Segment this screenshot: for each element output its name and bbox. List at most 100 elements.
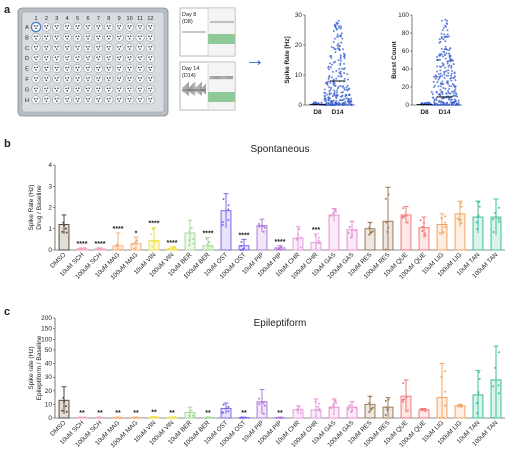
data-point <box>63 400 66 403</box>
plate-well <box>73 43 83 53</box>
electrode-dot <box>98 45 101 48</box>
panel-label-b: b <box>4 138 11 150</box>
y-tick-label: 100 <box>398 12 409 19</box>
data-point <box>444 18 447 21</box>
significance-label: **** <box>239 232 250 239</box>
y-tick-label: 200 <box>41 315 52 322</box>
data-point <box>170 416 173 419</box>
data-point <box>263 226 266 229</box>
data-point <box>102 248 105 251</box>
electrode-dot <box>150 35 153 37</box>
y-axis-label: Burst Count <box>391 40 398 78</box>
electrode-dot <box>67 66 70 69</box>
electrode-dot <box>44 66 46 69</box>
electrode-dot <box>149 58 152 61</box>
data-point <box>386 230 389 233</box>
plate-col-label: 11 <box>137 16 143 22</box>
bar <box>454 405 466 419</box>
electrode-dot <box>98 24 101 27</box>
data-point <box>497 392 500 395</box>
data-point <box>337 35 340 38</box>
data-point <box>327 78 330 81</box>
electrode-dot <box>88 87 90 89</box>
y-axis-label: Spike Rate [Hz] <box>284 36 291 83</box>
electrode-dot <box>150 56 153 58</box>
spike-rate-chart: 0 10 20 30 Spike Rate [Hz] D8 D14 <box>284 12 355 116</box>
data-point <box>192 237 195 240</box>
electrode-dot <box>96 35 98 38</box>
data-point <box>134 241 137 244</box>
electrode-dot <box>150 76 153 79</box>
data-point <box>442 231 445 234</box>
data-point <box>328 90 331 93</box>
data-point <box>345 86 348 89</box>
data-point <box>339 25 342 28</box>
data-point <box>314 101 317 104</box>
data-point <box>188 414 191 417</box>
electrode-dot <box>66 37 68 40</box>
electrode-dot <box>108 27 110 30</box>
data-point <box>262 401 265 404</box>
electrode-dot <box>78 56 80 58</box>
data-point <box>454 79 457 82</box>
plate-well <box>104 53 114 63</box>
electrode-dot <box>119 45 122 48</box>
data-point <box>190 227 193 230</box>
data-point <box>332 403 335 406</box>
electrode-dot <box>98 87 101 89</box>
electrode-dot <box>88 24 90 27</box>
data-point <box>262 225 265 228</box>
plate-well <box>114 43 124 53</box>
electrode-dot <box>148 87 150 90</box>
data-point <box>332 30 335 33</box>
data-point <box>453 100 456 103</box>
electrode-dot <box>57 76 59 79</box>
data-point <box>436 75 439 78</box>
electrode-dot <box>36 24 38 27</box>
electrode-dot <box>85 98 88 100</box>
electrode-dot <box>127 56 129 58</box>
electrode-dot <box>137 66 140 69</box>
plate-well <box>31 64 41 74</box>
plate-well <box>145 53 155 63</box>
data-point <box>316 408 319 411</box>
data-point <box>497 220 500 223</box>
data-point <box>136 240 139 243</box>
plate-well <box>62 32 72 42</box>
plate-well <box>73 32 83 42</box>
data-point <box>192 242 195 245</box>
electrode-dot <box>85 77 88 79</box>
electrode-dot <box>67 87 70 89</box>
data-point <box>296 236 299 239</box>
electrode-dot <box>44 98 46 100</box>
data-point <box>441 103 444 106</box>
electrode-dot <box>148 35 150 38</box>
plate-well <box>31 43 41 53</box>
plate-well <box>41 22 51 32</box>
data-point <box>334 209 337 212</box>
day8-green-block <box>208 34 235 44</box>
data-point <box>343 88 346 91</box>
data-point <box>387 193 390 196</box>
plate-well <box>83 64 93 74</box>
data-point <box>173 246 176 249</box>
electrode-dot <box>76 48 79 50</box>
plate-col-label: 2 <box>45 16 48 22</box>
y-tick-label: 50 <box>45 347 53 354</box>
day14-label-abbr: (D14) <box>182 73 196 79</box>
electrode-dot <box>97 89 100 92</box>
plate-well <box>135 84 145 94</box>
electrode-dot <box>35 58 37 61</box>
data-point <box>276 416 279 419</box>
plate-well <box>52 32 62 42</box>
electrode-dot <box>117 35 119 38</box>
data-point <box>331 70 334 73</box>
data-point <box>115 245 118 248</box>
data-point <box>371 406 374 409</box>
electrode-dot <box>118 58 120 61</box>
electrode-dot <box>117 77 119 79</box>
data-point <box>445 102 448 105</box>
data-point <box>221 223 224 226</box>
data-point <box>192 414 195 417</box>
data-point <box>497 217 500 220</box>
